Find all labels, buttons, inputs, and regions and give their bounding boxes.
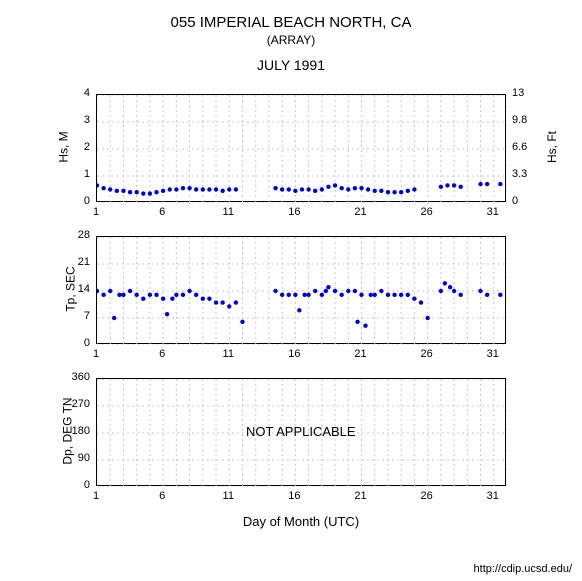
x-tick: 31 <box>485 348 501 360</box>
x-tick: 11 <box>220 348 236 360</box>
y-tick: 2 <box>84 141 90 153</box>
x-tick: 16 <box>286 348 302 360</box>
x-tick: 11 <box>220 490 236 502</box>
x-tick: 31 <box>485 206 501 218</box>
chart-page: 055 IMPERIAL BEACH NORTH, CA (ARRAY) JUL… <box>0 0 582 581</box>
plot-svg <box>97 95 507 203</box>
footer-url: http://cdip.ucsd.edu/ <box>474 563 572 575</box>
y-tick: 180 <box>72 425 90 437</box>
x-tick: 21 <box>353 206 369 218</box>
hs-panel <box>96 94 506 202</box>
tp-panel <box>96 236 506 344</box>
month-label: JULY 1991 <box>0 57 582 73</box>
y-tick: 360 <box>72 371 90 383</box>
x-tick: 1 <box>88 490 104 502</box>
x-tick: 26 <box>419 206 435 218</box>
not-applicable-label: NOT APPLICABLE <box>246 424 356 439</box>
y-tick: 28 <box>78 229 90 241</box>
station-title: 055 IMPERIAL BEACH NORTH, CA <box>0 14 582 31</box>
y-tick: 7 <box>84 310 90 322</box>
station-subtitle: (ARRAY) <box>0 33 582 47</box>
x-tick: 16 <box>286 490 302 502</box>
y-tick: 14 <box>78 283 90 295</box>
x-axis-label: Day of Month (UTC) <box>96 514 506 529</box>
x-tick: 1 <box>88 206 104 218</box>
x-tick: 26 <box>419 490 435 502</box>
tp-left-axis-label: Tp, SEC <box>64 266 78 311</box>
y-tick: 21 <box>78 256 90 268</box>
x-tick: 6 <box>154 206 170 218</box>
x-tick: 26 <box>419 348 435 360</box>
x-tick: 21 <box>353 490 369 502</box>
y-tick-right: 13 <box>512 87 524 99</box>
y-tick: 90 <box>78 452 90 464</box>
y-tick: 1 <box>84 168 90 180</box>
x-tick: 6 <box>154 490 170 502</box>
y-tick: 4 <box>84 87 90 99</box>
x-tick: 1 <box>88 348 104 360</box>
y-tick: 3 <box>84 114 90 126</box>
x-tick: 31 <box>485 490 501 502</box>
hs-right-axis-label: Hs, Ft <box>545 131 559 163</box>
y-tick-right: 0 <box>512 195 518 207</box>
y-tick-right: 6.6 <box>512 141 527 153</box>
x-tick: 11 <box>220 206 236 218</box>
y-tick: 270 <box>72 398 90 410</box>
x-tick: 16 <box>286 206 302 218</box>
header: 055 IMPERIAL BEACH NORTH, CA (ARRAY) JUL… <box>0 0 582 73</box>
y-tick-right: 3.3 <box>512 168 527 180</box>
x-tick: 21 <box>353 348 369 360</box>
x-tick: 6 <box>154 348 170 360</box>
hs-left-axis-label: Hs, M <box>57 131 71 162</box>
plot-svg <box>97 237 507 345</box>
y-tick-right: 9.8 <box>512 114 527 126</box>
